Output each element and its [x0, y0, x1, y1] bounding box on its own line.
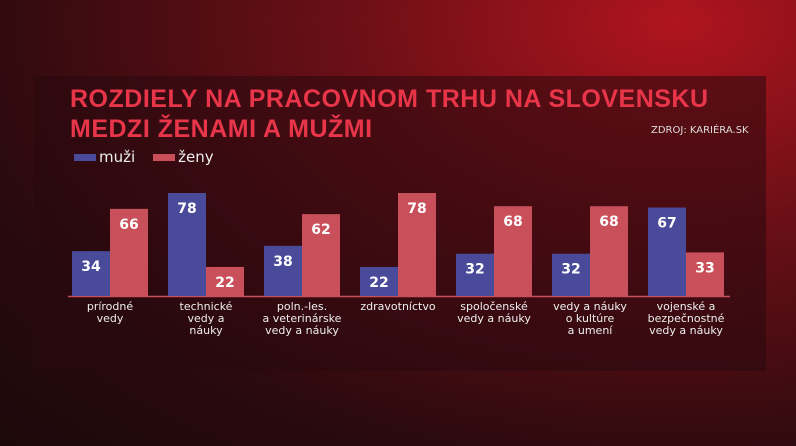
bar-ženy [686, 252, 724, 296]
data-label: 32 [465, 262, 484, 278]
data-label: 67 [657, 216, 676, 232]
category-label: spoločenské vedy a náuky [457, 300, 531, 325]
category-label: prírodné vedy [86, 300, 134, 325]
title-line-1: ROZDIELY NA PRACOVNOM TRHU NA SLOVENSKU [70, 85, 709, 113]
data-label: 22 [215, 275, 234, 291]
data-label: 68 [503, 214, 522, 230]
data-label: 78 [177, 201, 196, 217]
legend-item-zeny: ženy [153, 148, 214, 166]
bar-ženy [494, 206, 532, 296]
data-label: 78 [407, 201, 426, 217]
category-label: technické vedy a náuky [179, 300, 233, 337]
data-label: 32 [561, 262, 580, 278]
bar-muži [456, 253, 494, 296]
category-label: poln.-les. a veterinárske vedy a náuky [262, 300, 342, 337]
bar-muži [72, 251, 110, 296]
bar-muži [168, 193, 206, 296]
data-label: 38 [273, 254, 292, 270]
bar-ženy [302, 214, 340, 296]
data-label: 33 [695, 260, 714, 276]
bar-ženy [398, 193, 436, 296]
bar-muži [552, 253, 590, 296]
data-label: 62 [311, 222, 330, 238]
bar-muži [264, 245, 302, 296]
bar-ženy [110, 208, 148, 296]
legend-item-muzi: muži [74, 148, 135, 166]
source-label: ZDROJ: KARIÉRA.SK [651, 125, 749, 136]
legend-swatch [153, 154, 176, 161]
category-label: vojenské a bezpečnostné vedy a náuky [647, 300, 725, 337]
data-label: 22 [369, 275, 388, 291]
legend-label: muži [99, 148, 136, 166]
bar-ženy [206, 266, 244, 296]
data-label: 66 [119, 217, 138, 233]
category-label: zdravotníctvo [360, 300, 436, 313]
category-label: vedy a náuky o kultúre a umení [553, 300, 627, 337]
data-label: 34 [81, 259, 101, 275]
bar-muži [360, 266, 398, 296]
chart-title: ROZDIELY NA PRACOVNOM TRHU NA SLOVENSKU … [70, 84, 709, 144]
bar-muži [648, 207, 686, 296]
title-line-2: MEDZI ŽENAMI A MUŽMI [70, 115, 373, 143]
legend-swatch [74, 154, 96, 161]
data-label: 68 [599, 214, 618, 230]
legend-label: ženy [178, 148, 214, 166]
legend: muži ženy [74, 148, 214, 166]
bar-ženy [590, 206, 628, 296]
